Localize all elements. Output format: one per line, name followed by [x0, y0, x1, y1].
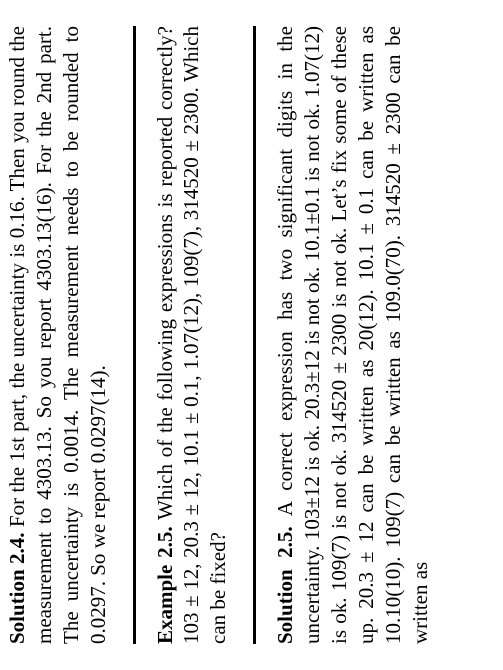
- solution-2-4-label: Solution 2.4.: [5, 532, 29, 644]
- solution-2-4: Solution 2.4. For the 1st part, the unce…: [0, 26, 112, 644]
- example-2-5: Example 2.5. Which of the following expr…: [152, 26, 233, 644]
- example-2-5-label: Example 2.5.: [153, 526, 177, 644]
- page-rotated: Solution 2.4. For the 1st part, the unce…: [0, 0, 503, 670]
- divider-2: [253, 26, 256, 644]
- solution-2-5-label: Solution 2.5.: [273, 526, 297, 644]
- divider-1: [133, 26, 136, 644]
- solution-2-5: Solution 2.5. A correct expression has t…: [272, 26, 435, 644]
